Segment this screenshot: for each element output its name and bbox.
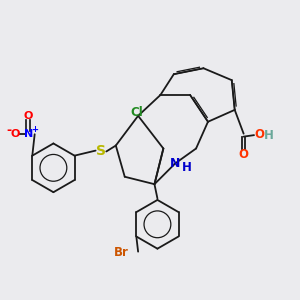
Text: N: N (23, 129, 33, 139)
Text: O: O (254, 128, 264, 141)
Text: Br: Br (114, 246, 129, 259)
Text: -: - (7, 124, 12, 136)
Text: O: O (238, 148, 249, 161)
Text: O: O (23, 111, 33, 121)
Text: S: S (96, 145, 106, 158)
Text: H: H (182, 161, 192, 174)
Text: +: + (31, 125, 38, 134)
Text: H: H (264, 129, 274, 142)
Text: O: O (10, 129, 20, 139)
Text: N: N (170, 157, 181, 170)
Text: Cl: Cl (130, 106, 143, 119)
